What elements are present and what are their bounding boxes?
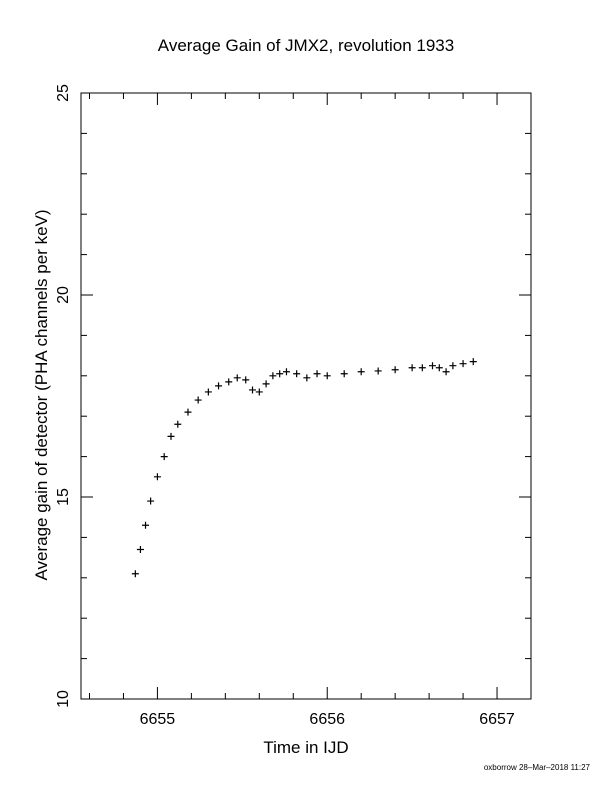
y-tick-label: 15	[55, 488, 72, 506]
x-tick-label: 6655	[140, 711, 176, 728]
data-point-marker	[249, 386, 257, 394]
data-point-marker	[313, 370, 321, 378]
data-point-marker	[153, 473, 161, 481]
data-point-marker	[131, 570, 139, 578]
y-tick-label: 10	[55, 690, 72, 708]
footer-stamp: oxborrow 28–Mar–2018 11:27	[483, 763, 590, 772]
y-tick-label: 25	[55, 84, 72, 102]
y-axis-label: Average gain of detector (PHA channels p…	[32, 209, 51, 581]
data-point-marker	[293, 370, 301, 378]
data-point-marker	[449, 362, 457, 370]
data-point-marker	[225, 378, 233, 386]
data-point-marker	[459, 360, 467, 368]
data-point-marker	[184, 408, 192, 416]
data-point-marker	[282, 368, 290, 376]
data-point-marker	[374, 367, 382, 375]
data-point-marker	[276, 370, 284, 378]
data-point-marker	[429, 362, 437, 370]
data-point-marker	[242, 376, 250, 384]
data-point-marker	[303, 374, 311, 382]
data-point-marker	[215, 382, 223, 390]
data-point-marker	[357, 368, 365, 376]
data-point-marker	[269, 372, 277, 380]
data-point-marker	[262, 380, 270, 388]
data-point-marker	[442, 368, 450, 376]
data-point-marker	[391, 366, 399, 374]
plot-frame	[80, 92, 532, 700]
data-point-marker	[204, 388, 212, 396]
data-point-marker	[233, 374, 241, 382]
x-axis-label: Time in IJD	[263, 738, 349, 757]
data-point-marker	[136, 546, 144, 554]
data-point-marker	[160, 453, 168, 461]
y-tick-label: 20	[55, 286, 72, 304]
x-tick-label: 6657	[479, 711, 515, 728]
data-point-marker	[142, 521, 150, 529]
data-point-marker	[174, 420, 182, 428]
data-point-marker	[340, 370, 348, 378]
data-point-marker	[435, 364, 443, 372]
data-point-marker	[323, 372, 331, 380]
data-point-marker	[255, 388, 263, 396]
data-point-marker	[418, 364, 426, 372]
chart-title: Average Gain of JMX2, revolution 1933	[157, 36, 455, 55]
data-point-marker	[147, 497, 155, 505]
data-point-marker	[469, 358, 477, 366]
data-point-marker	[408, 364, 416, 372]
data-point-marker	[194, 396, 202, 404]
x-tick-label: 6656	[309, 711, 345, 728]
data-point-marker	[167, 432, 175, 440]
